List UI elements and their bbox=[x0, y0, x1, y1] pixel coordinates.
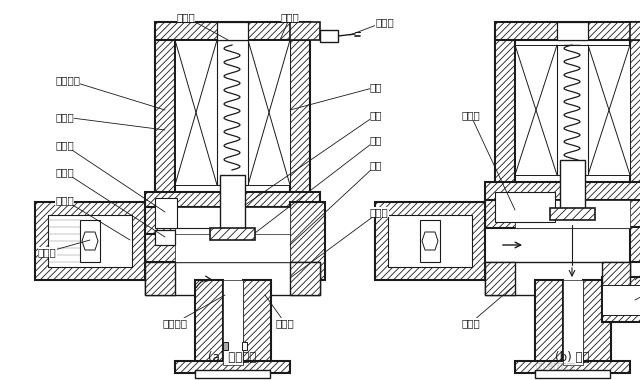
Bar bbox=[557, 45, 588, 175]
Bar bbox=[602, 285, 640, 315]
Bar bbox=[35, 202, 145, 280]
Bar bbox=[515, 45, 557, 175]
Bar bbox=[155, 30, 175, 200]
Bar bbox=[630, 35, 640, 185]
Text: 减压圈: 减压圈 bbox=[55, 167, 165, 237]
Bar bbox=[485, 200, 640, 228]
Bar bbox=[560, 160, 585, 210]
Text: 进水口: 进水口 bbox=[38, 240, 90, 257]
Bar bbox=[220, 175, 245, 230]
Bar bbox=[630, 227, 640, 262]
Bar bbox=[155, 230, 175, 245]
Bar bbox=[290, 202, 325, 280]
Bar bbox=[248, 40, 290, 185]
Bar bbox=[420, 220, 440, 262]
Bar bbox=[535, 370, 610, 378]
Bar bbox=[320, 30, 338, 42]
Bar bbox=[223, 280, 243, 365]
Bar bbox=[175, 361, 290, 373]
Text: 导磁铁架: 导磁铁架 bbox=[55, 75, 165, 110]
Text: 隔水套: 隔水套 bbox=[280, 12, 300, 40]
Text: 加压针孔: 加压针孔 bbox=[163, 295, 225, 328]
Polygon shape bbox=[82, 232, 98, 250]
Bar bbox=[388, 215, 472, 267]
Bar bbox=[563, 280, 583, 365]
Bar bbox=[485, 182, 640, 202]
Text: 阀盘: 阀盘 bbox=[0, 379, 1, 380]
Text: 控制腔: 控制腔 bbox=[461, 110, 515, 210]
Bar bbox=[602, 277, 640, 322]
Bar bbox=[145, 192, 320, 210]
Bar bbox=[515, 361, 630, 373]
Text: 橡胶塞: 橡胶塞 bbox=[55, 112, 165, 130]
Bar bbox=[583, 280, 611, 365]
Bar bbox=[515, 200, 630, 228]
Text: 进水腔: 进水腔 bbox=[461, 285, 515, 328]
Bar bbox=[495, 35, 515, 185]
Bar bbox=[290, 22, 320, 40]
Bar bbox=[588, 45, 630, 175]
Bar bbox=[485, 262, 630, 295]
Bar bbox=[535, 280, 563, 365]
Text: 过滤网: 过滤网 bbox=[55, 195, 130, 240]
Bar bbox=[145, 262, 175, 295]
Bar bbox=[550, 208, 595, 220]
Text: 出水管: 出水管 bbox=[635, 258, 640, 300]
Text: (b) 通电: (b) 通电 bbox=[555, 351, 589, 364]
Bar bbox=[242, 342, 247, 350]
Bar bbox=[217, 40, 248, 185]
Bar bbox=[495, 192, 555, 222]
Text: 阀体: 阀体 bbox=[290, 160, 383, 245]
Text: 铁心: 铁心 bbox=[245, 110, 383, 205]
Text: 阀盘: 阀盘 bbox=[255, 135, 383, 233]
Bar bbox=[243, 280, 271, 365]
Text: 橡胶膜: 橡胶膜 bbox=[635, 207, 640, 280]
Text: 接线片: 接线片 bbox=[350, 17, 394, 35]
Bar bbox=[145, 207, 320, 235]
Bar bbox=[175, 40, 217, 185]
Bar bbox=[80, 220, 100, 262]
Text: 小弹簧: 小弹簧 bbox=[177, 12, 228, 40]
Bar bbox=[155, 198, 177, 228]
Bar bbox=[290, 30, 310, 200]
Bar bbox=[210, 228, 255, 240]
Bar bbox=[495, 22, 640, 40]
Text: 线圈: 线圈 bbox=[290, 82, 383, 110]
Bar bbox=[375, 202, 485, 280]
Bar bbox=[290, 262, 320, 295]
Bar bbox=[145, 234, 320, 262]
Polygon shape bbox=[422, 232, 438, 250]
Bar bbox=[602, 262, 630, 295]
Text: 控制腔: 控制腔 bbox=[55, 140, 165, 212]
Text: (a) 断电关闭: (a) 断电关闭 bbox=[208, 351, 256, 364]
Bar bbox=[223, 342, 228, 350]
Bar bbox=[175, 234, 290, 262]
Bar bbox=[485, 262, 515, 295]
Bar bbox=[175, 207, 290, 235]
Bar bbox=[557, 22, 588, 40]
Bar bbox=[630, 22, 640, 40]
Bar bbox=[195, 370, 270, 378]
Text: 橡胶膜: 橡胶膜 bbox=[290, 207, 388, 278]
Text: 来来 @哥专修电器: 来来 @哥专修电器 bbox=[536, 363, 575, 370]
Bar bbox=[48, 215, 132, 267]
Bar bbox=[195, 280, 223, 365]
Text: 泄压孔: 泄压孔 bbox=[265, 295, 294, 328]
Bar bbox=[35, 210, 145, 270]
Bar bbox=[155, 22, 310, 40]
Bar bbox=[375, 210, 485, 270]
Bar bbox=[145, 262, 320, 295]
Bar bbox=[217, 22, 248, 40]
